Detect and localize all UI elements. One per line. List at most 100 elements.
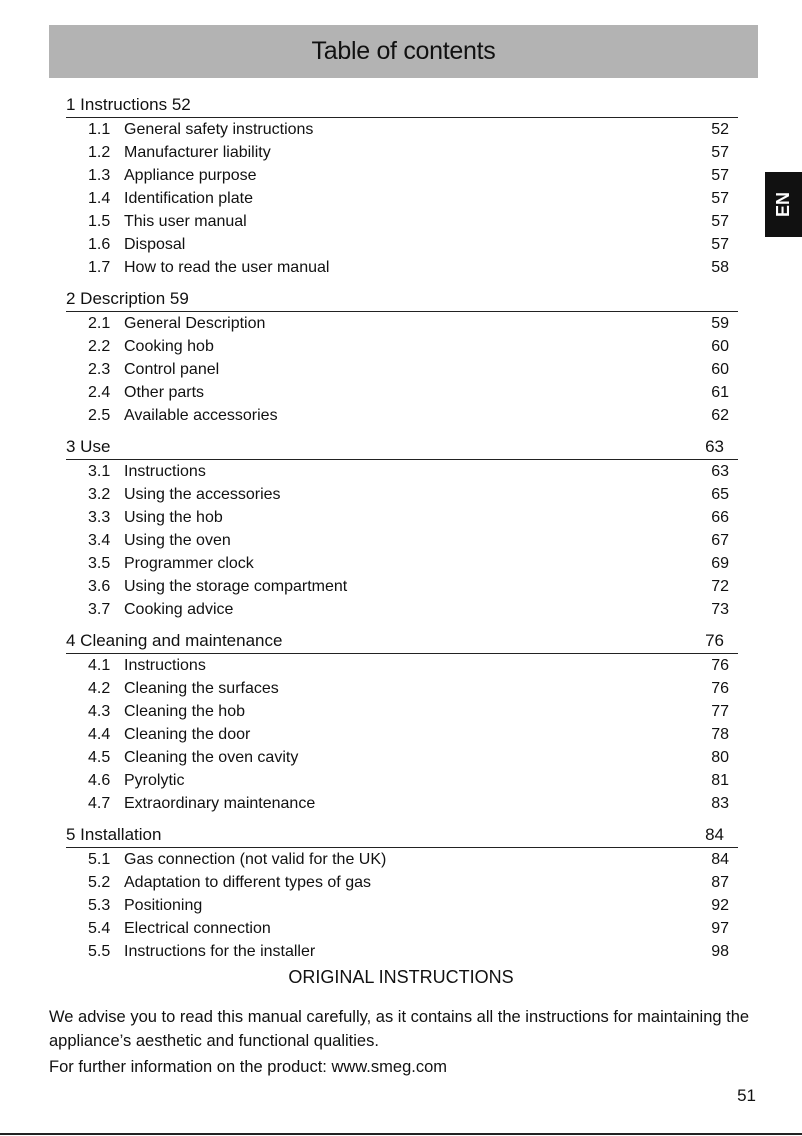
entry-title: Instructions: [124, 656, 206, 674]
entry-title: Using the oven: [124, 531, 231, 549]
entry-page: 66: [711, 508, 729, 526]
entry-number-cell: 5.3: [66, 897, 124, 915]
toc-entry[interactable]: 4.6 Pyrolytic 81: [66, 769, 738, 792]
toc-entry[interactable]: 1.6 Disposal 57: [66, 233, 738, 256]
entry-number: 5.3: [88, 896, 111, 914]
entry-number-cell: 3.5: [66, 555, 124, 573]
entry-number: 4.5: [88, 748, 111, 766]
toc-section: 3 Use 63 3.1 Instructions 63 3.2 Using th…: [66, 434, 738, 621]
entry-title: Identification plate: [124, 189, 253, 207]
section-heading[interactable]: 5 Installation 84: [66, 822, 738, 848]
toc-entry[interactable]: 3.3 Using the hob 66: [66, 506, 738, 529]
entry-number: 5.5: [88, 942, 111, 960]
bottom-rule: [0, 1133, 802, 1135]
entry-number-cell: 2.4: [66, 384, 124, 402]
entry-page: 62: [711, 406, 729, 424]
entry-page: 60: [711, 360, 729, 378]
toc-section: 1 Instructions 52 1.1 General safety ins…: [66, 92, 738, 279]
toc-entry[interactable]: 1.2 Manufacturer liability 57: [66, 141, 738, 164]
toc-entry[interactable]: 4.3 Cleaning the hob 77: [66, 700, 738, 723]
toc-entry[interactable]: 4.1 Instructions 76: [66, 654, 738, 677]
entry-number-cell: 4.7: [66, 795, 124, 813]
toc-entry[interactable]: 4.7 Extraordinary maintenance 83: [66, 792, 738, 815]
entry-number: 3.5: [88, 554, 111, 572]
entry-page: 59: [711, 314, 729, 332]
entry-number-cell: 3.2: [66, 486, 124, 504]
entry-number: 1.1: [88, 120, 111, 138]
toc-entry[interactable]: 5.4 Electrical connection 97: [66, 917, 738, 940]
toc-entry[interactable]: 3.6 Using the storage compartment 72: [66, 575, 738, 598]
entry-number-cell: 3.1: [66, 463, 124, 481]
entry-number: 2.5: [88, 406, 111, 424]
toc-entry[interactable]: 5.1 Gas connection (not valid for the UK…: [66, 848, 738, 871]
entry-title: Gas connection (not valid for the UK): [124, 850, 387, 868]
toc-entry[interactable]: 2.1 General Description 59: [66, 312, 738, 335]
entry-page: 76: [711, 656, 729, 674]
entry-number-cell: 3.3: [66, 509, 124, 527]
toc-entry[interactable]: 1.1 General safety instructions 52: [66, 118, 738, 141]
entry-page: 97: [711, 919, 729, 937]
entry-number: 4.4: [88, 725, 111, 743]
toc-entry[interactable]: 4.2 Cleaning the surfaces 76: [66, 677, 738, 700]
entry-number: 2.2: [88, 337, 111, 355]
toc-section: 4 Cleaning and maintenance 76 4.1 Instruc…: [66, 628, 738, 815]
toc-entry[interactable]: 3.1 Instructions 63: [66, 460, 738, 483]
intro-paragraph: We advise you to read this manual carefu…: [49, 1008, 750, 1050]
entry-number: 4.6: [88, 771, 111, 789]
entry-page: 57: [711, 189, 729, 207]
entry-page: 72: [711, 577, 729, 595]
entry-number-cell: 5.2: [66, 874, 124, 892]
entry-page: 78: [711, 725, 729, 743]
toc-entry[interactable]: 3.4 Using the oven 67: [66, 529, 738, 552]
entry-number: 3.6: [88, 577, 111, 595]
entry-number: 5.2: [88, 873, 111, 891]
entry-number-cell: 5.4: [66, 920, 124, 938]
entry-title: Manufacturer liability: [124, 143, 271, 161]
toc-entry[interactable]: 5.5 Instructions for the installer 98: [66, 940, 738, 963]
toc-entry[interactable]: 3.5 Programmer clock 69: [66, 552, 738, 575]
entry-page: 65: [711, 485, 729, 503]
toc-entry[interactable]: 2.4 Other parts 61: [66, 381, 738, 404]
entry-number: 1.5: [88, 212, 111, 230]
entry-title: Positioning: [124, 896, 203, 914]
entry-number-cell: 2.3: [66, 361, 124, 379]
toc-entry[interactable]: 2.3 Control panel 60: [66, 358, 738, 381]
toc-entry[interactable]: 5.3 Positioning 92: [66, 894, 738, 917]
toc-entry[interactable]: 4.4 Cleaning the door 78: [66, 723, 738, 746]
entry-number: 4.2: [88, 679, 111, 697]
entry-title: General safety instructions: [124, 120, 314, 138]
section-title: 2 Description 59: [66, 288, 189, 308]
toc-header: Table of contents: [49, 25, 758, 78]
toc-entry[interactable]: 1.4 Identification plate 57: [66, 187, 738, 210]
entry-number-cell: 1.5: [66, 213, 124, 231]
entry-title: Cooking hob: [124, 337, 214, 355]
toc-entry[interactable]: 3.7 Cooking advice 73: [66, 598, 738, 621]
entry-title: Control panel: [124, 360, 220, 378]
entry-title: Using the storage compartment: [124, 577, 348, 595]
toc-entry[interactable]: 4.5 Cleaning the oven cavity 80: [66, 746, 738, 769]
entry-number: 3.3: [88, 508, 111, 526]
toc-entry[interactable]: 5.2 Adaptation to different types of gas…: [66, 871, 738, 894]
entry-title: Cleaning the oven cavity: [124, 748, 299, 766]
table-of-contents: 1 Instructions 52 1.1 General safety ins…: [66, 92, 738, 970]
toc-entry[interactable]: 1.3 Appliance purpose 57: [66, 164, 738, 187]
toc-entry[interactable]: 1.7 How to read the user manual 58: [66, 256, 738, 279]
section-heading[interactable]: 3 Use 63: [66, 434, 738, 460]
entry-title: Using the accessories: [124, 485, 281, 503]
entry-number-cell: 4.6: [66, 772, 124, 790]
toc-entry[interactable]: 2.5 Available accessories 62: [66, 404, 738, 427]
toc-entry[interactable]: 3.2 Using the accessories 65: [66, 483, 738, 506]
entry-number: 3.4: [88, 531, 111, 549]
entry-title: General Description: [124, 314, 266, 332]
section-title: 4 Cleaning and maintenance: [66, 630, 283, 650]
section-heading[interactable]: 4 Cleaning and maintenance 76: [66, 628, 738, 654]
entry-number: 5.4: [88, 919, 111, 937]
entry-title: Cleaning the door: [124, 725, 251, 743]
section-heading[interactable]: 2 Description 59: [66, 286, 738, 312]
toc-entry[interactable]: 2.2 Cooking hob 60: [66, 335, 738, 358]
toc-entry[interactable]: 1.5 This user manual 57: [66, 210, 738, 233]
section-heading[interactable]: 1 Instructions 52: [66, 92, 738, 118]
entry-number-cell: 2.2: [66, 338, 124, 356]
entry-number: 2.3: [88, 360, 111, 378]
entry-page: 61: [711, 383, 729, 401]
